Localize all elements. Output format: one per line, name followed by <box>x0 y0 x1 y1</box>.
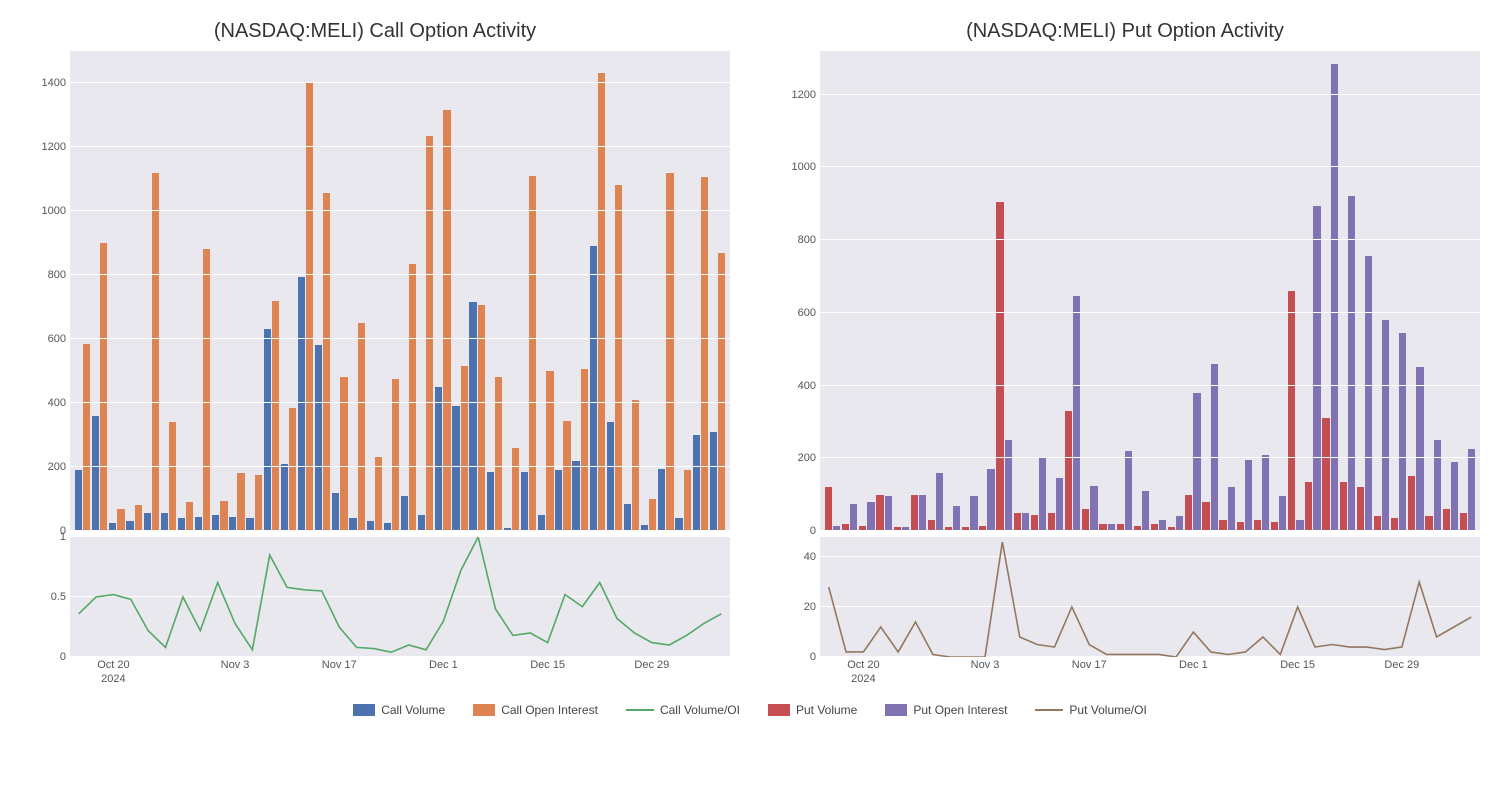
put-bar-y-axis: 020040060080010001200 <box>774 51 818 531</box>
charts-container: (NASDAQ:MELI) Call Option Activity 02004… <box>20 20 1480 717</box>
swatch-call-oi <box>473 704 495 716</box>
legend-label: Put Volume <box>796 703 857 717</box>
legend-label: Put Open Interest <box>913 703 1007 717</box>
put-option-panel: (NASDAQ:MELI) Put Option Activity 020040… <box>770 20 1480 693</box>
call-bars-container <box>70 51 730 531</box>
call-option-panel: (NASDAQ:MELI) Call Option Activity 02004… <box>20 20 730 693</box>
put-x-axis: Oct 20Nov 3Nov 17Dec 1Dec 15Dec 292024 <box>820 659 1480 693</box>
call-chart-title: (NASDAQ:MELI) Call Option Activity <box>20 20 730 43</box>
call-ratio-y-axis: 00.51 <box>24 537 68 657</box>
legend-call-ratio: Call Volume/OI <box>626 703 740 717</box>
legend-call-oi: Call Open Interest <box>473 703 598 717</box>
legend-put-oi: Put Open Interest <box>885 703 1007 717</box>
put-bars-container <box>820 51 1480 531</box>
line-put-ratio <box>1035 709 1063 711</box>
charts-row: (NASDAQ:MELI) Call Option Activity 02004… <box>20 20 1480 693</box>
legend-label: Call Volume <box>381 703 445 717</box>
put-ratio-plot: 02040 <box>820 537 1480 657</box>
call-bar-y-axis: 0200400600800100012001400 <box>24 51 68 531</box>
legend-put-volume: Put Volume <box>768 703 857 717</box>
legend-put-ratio: Put Volume/OI <box>1035 703 1146 717</box>
legend-label: Call Volume/OI <box>660 703 740 717</box>
legend-label: Put Volume/OI <box>1069 703 1146 717</box>
put-chart-title: (NASDAQ:MELI) Put Option Activity <box>770 20 1480 43</box>
legend-call-volume: Call Volume <box>353 703 445 717</box>
swatch-call-volume <box>353 704 375 716</box>
swatch-put-oi <box>885 704 907 716</box>
line-call-ratio <box>626 709 654 711</box>
call-ratio-line <box>70 537 730 657</box>
call-bar-plot: 0200400600800100012001400 <box>70 51 730 531</box>
put-ratio-y-axis: 02040 <box>774 537 818 657</box>
swatch-put-volume <box>768 704 790 716</box>
put-bar-plot: 020040060080010001200 <box>820 51 1480 531</box>
put-ratio-line <box>820 537 1480 657</box>
legend: Call Volume Call Open Interest Call Volu… <box>20 703 1480 717</box>
call-ratio-plot: 00.51 <box>70 537 730 657</box>
legend-label: Call Open Interest <box>501 703 598 717</box>
call-x-axis: Oct 20Nov 3Nov 17Dec 1Dec 15Dec 292024 <box>70 659 730 693</box>
